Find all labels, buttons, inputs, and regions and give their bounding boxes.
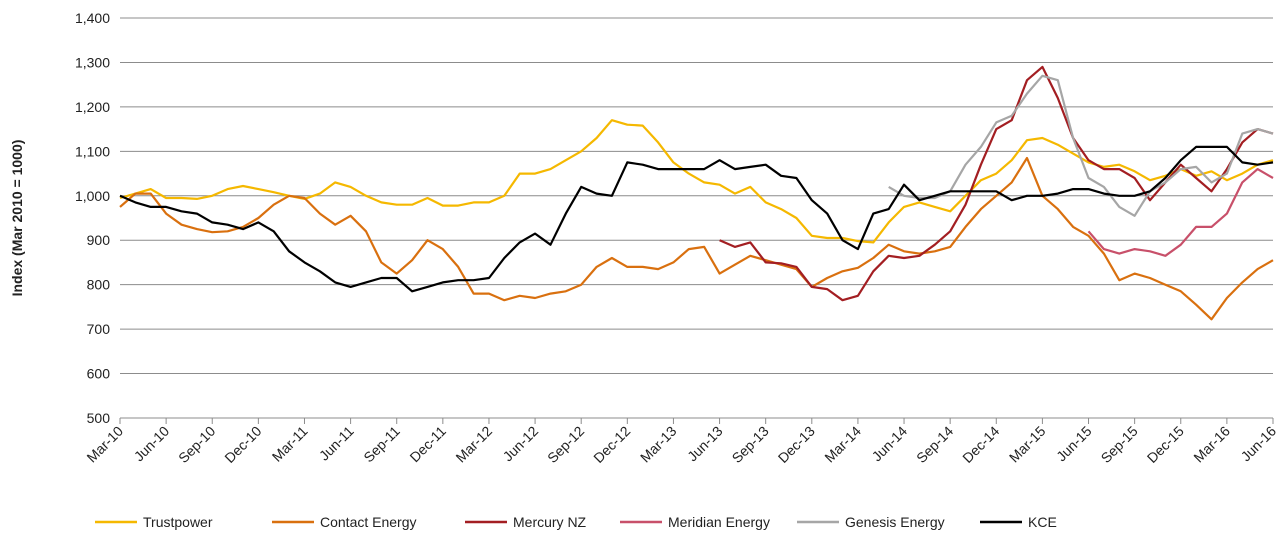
x-tick-label: Jun-12 (500, 423, 542, 465)
y-tick-label: 900 (87, 232, 111, 248)
x-tick-label: Dec-10 (221, 423, 264, 466)
x-tick-label: Dec-12 (590, 423, 633, 466)
y-tick-label: 1,300 (75, 54, 110, 70)
x-tick-label: Mar-11 (269, 423, 311, 465)
x-tick-label: Sep-15 (1098, 423, 1141, 466)
x-tick-label: Mar-13 (637, 423, 680, 466)
x-tick-label: Sep-10 (175, 423, 218, 466)
x-tick-label: Dec-13 (775, 423, 818, 466)
x-tick-label: Sep-11 (360, 423, 403, 466)
y-tick-label: 700 (87, 321, 111, 337)
x-tick-label: Mar-10 (83, 423, 126, 466)
legend-label: Trustpower (143, 514, 213, 530)
x-tick-label: Jun-16 (1238, 423, 1280, 465)
y-tick-label: 1,400 (75, 10, 110, 26)
x-tick-label: Mar-14 (821, 423, 864, 466)
x-tick-label: Jun-14 (869, 423, 911, 465)
y-tick-label: 1,200 (75, 99, 110, 115)
legend-label: Meridian Energy (668, 514, 770, 530)
series-line (719, 65, 1274, 302)
x-tick-label: Mar-15 (1006, 423, 1049, 466)
series-line (119, 119, 1274, 244)
y-tick-label: 1,100 (75, 143, 110, 159)
y-tick-label: 500 (87, 410, 111, 426)
x-tick-label: Dec-11 (406, 423, 449, 466)
series-line (1087, 168, 1274, 257)
x-tick-label: Mar-12 (452, 423, 495, 466)
legend-label: Genesis Energy (845, 514, 945, 530)
y-axis-label: Index (Mar 2010 = 1000) (9, 140, 25, 297)
legend-label: KCE (1028, 514, 1057, 530)
x-tick-label: Dec-14 (959, 423, 1002, 466)
x-tick-label: Mar-16 (1190, 423, 1233, 466)
legend-label: Mercury NZ (513, 514, 587, 530)
x-tick-label: Jun-13 (684, 423, 726, 465)
x-tick-label: Sep-12 (544, 423, 587, 466)
x-tick-label: Sep-14 (913, 423, 956, 466)
y-tick-label: 800 (87, 277, 111, 293)
series-line (119, 156, 1274, 321)
x-tick-label: Jun-10 (131, 423, 173, 465)
x-tick-label: Sep-13 (729, 423, 772, 466)
x-tick-label: Jun-15 (1053, 423, 1095, 465)
legend-label: Contact Energy (320, 514, 417, 530)
y-tick-label: 1,000 (75, 188, 110, 204)
series-line (888, 74, 1274, 217)
x-tick-label: Dec-15 (1144, 423, 1187, 466)
y-tick-label: 600 (87, 366, 111, 382)
series-line (119, 145, 1274, 293)
x-tick-label: Jun-11 (316, 423, 357, 464)
